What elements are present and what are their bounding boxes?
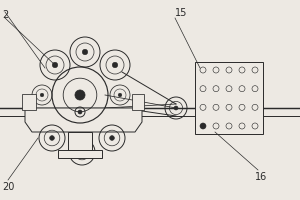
Bar — [22, 94, 36, 110]
Circle shape — [174, 106, 178, 110]
Circle shape — [82, 49, 88, 55]
Text: 16: 16 — [255, 172, 267, 182]
Circle shape — [50, 136, 54, 140]
Circle shape — [118, 93, 122, 97]
Circle shape — [200, 123, 206, 129]
Bar — [58, 150, 102, 158]
Circle shape — [110, 136, 114, 140]
Circle shape — [75, 90, 85, 100]
Circle shape — [112, 62, 118, 68]
Bar — [68, 132, 92, 150]
Text: 2: 2 — [2, 10, 8, 20]
Text: 15: 15 — [175, 8, 188, 18]
Bar — [132, 94, 144, 110]
Bar — [195, 62, 263, 134]
Circle shape — [52, 62, 58, 68]
Text: 20: 20 — [2, 182, 14, 192]
Circle shape — [40, 93, 44, 97]
Circle shape — [80, 150, 84, 154]
Circle shape — [78, 110, 82, 114]
Polygon shape — [25, 108, 142, 132]
